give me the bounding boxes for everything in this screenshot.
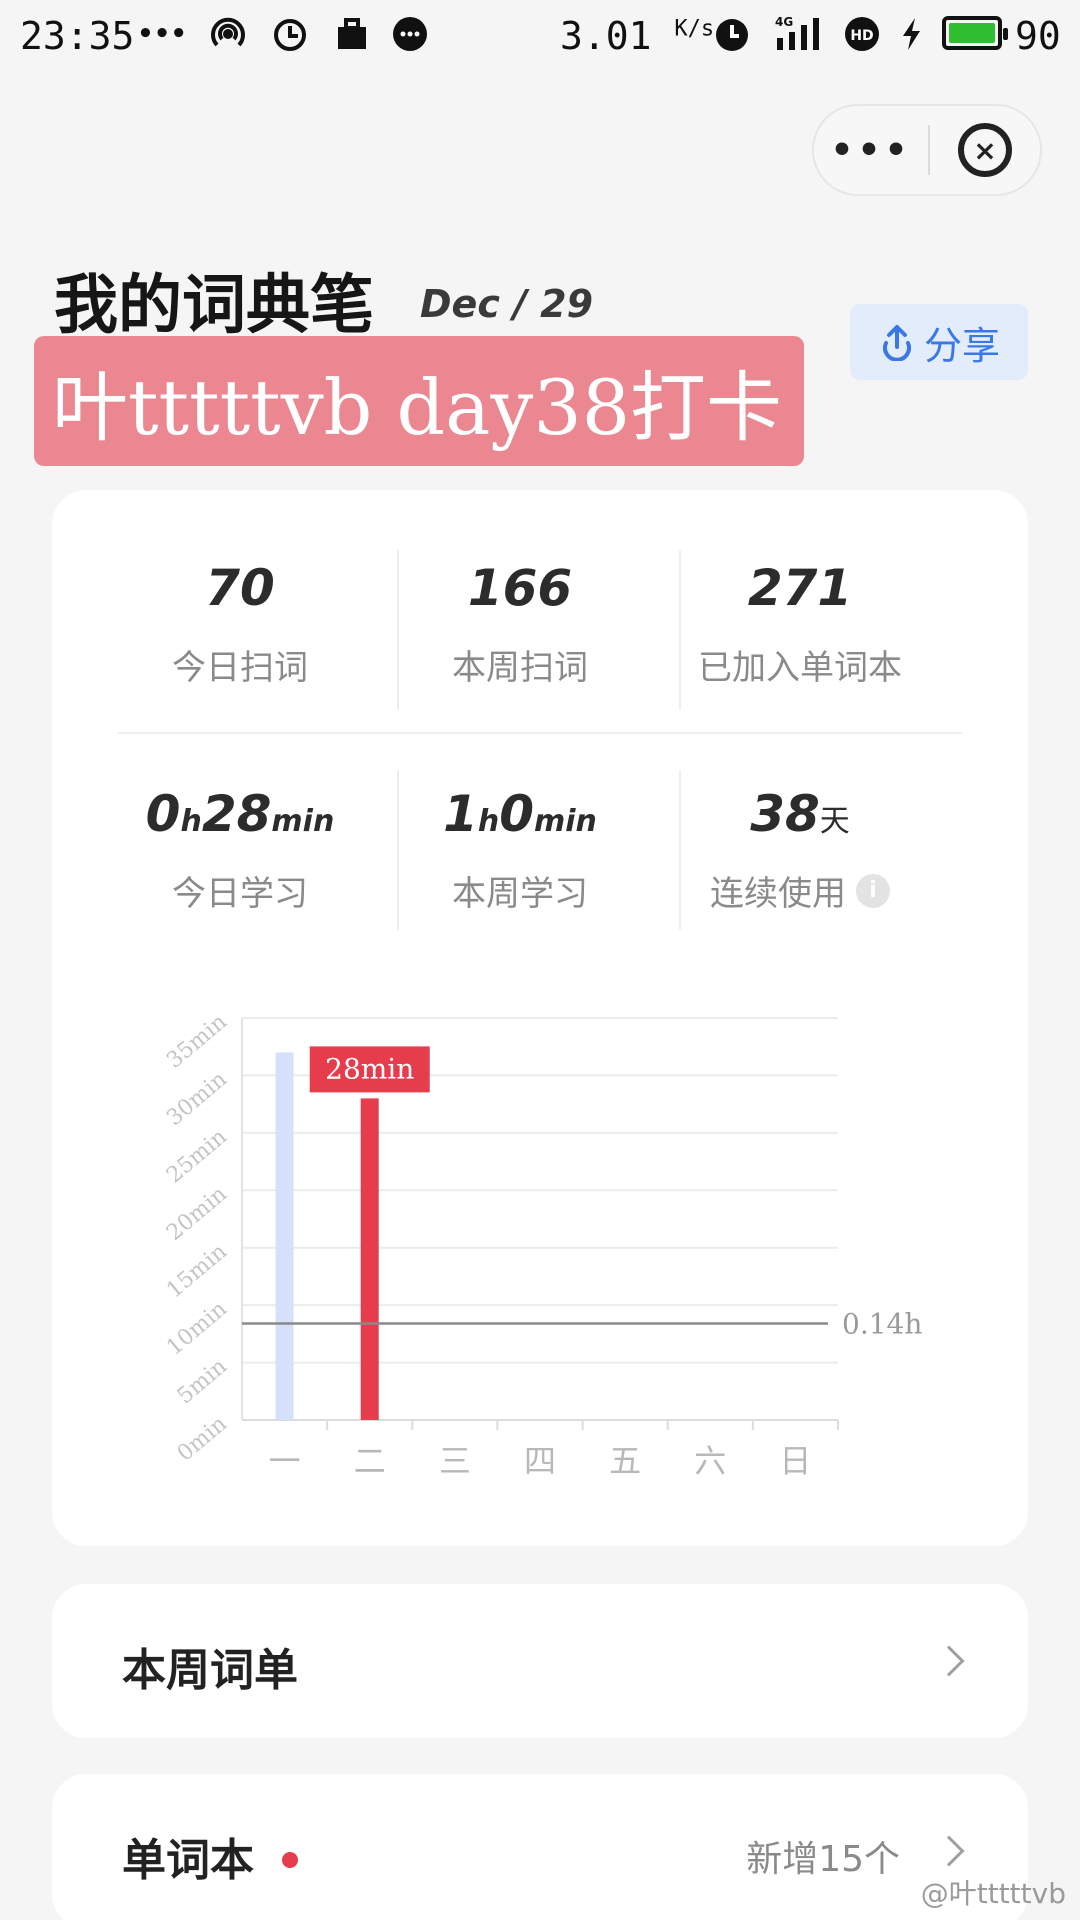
upload-icon [883,325,911,361]
stat-label: 本周学习 [452,874,588,914]
bar-value-label: 28min [325,1052,414,1085]
hd-icon: HD [840,12,884,56]
stat-streak: 38天 连续使用 i [660,784,940,915]
info-icon[interactable]: i [856,873,890,908]
stat-value: 0h28min [100,784,380,844]
stat-today-study: 0h28min 今日学习 [100,784,380,915]
y-tick-label: 5min [173,1354,232,1409]
alarm-icon [710,12,754,56]
y-tick-label: 0min [173,1411,232,1466]
checkin-banner: 叶tttttvb day38打卡 [34,336,804,466]
bar-value-badge [309,1046,430,1093]
more-menu-button[interactable]: ••• [830,129,912,171]
stat-today-scans: 70 今日扫词 [100,558,380,689]
y-tick-label: 30min [162,1067,232,1131]
stat-value: 166 [467,559,573,617]
y-tick-label: 25min [162,1124,232,1188]
stat-divider [397,550,399,710]
minutes-value: 0 [499,785,535,843]
network-speed: 3.01 K/s [560,14,714,58]
chat-bubble-icon [388,12,432,56]
x-tick-label: 一 [269,1442,301,1480]
chevron-right-icon [933,1645,965,1677]
stat-week-study: 1h0min 本周学习 [380,784,660,915]
minutes-unit: min [534,804,597,839]
stats-card: 70 今日扫词 166 本周扫词 271 已加入单词本 0h28min 今日学习… [52,490,1028,1546]
stat-week-scans: 166 本周扫词 [380,558,660,689]
share-label: 分享 [923,323,1000,368]
svg-text:HD: HD [850,28,873,44]
checkin-banner-text: 叶tttttvb day38打卡 [52,363,783,452]
x-tick-label: 四 [524,1442,556,1480]
weekly-list-row[interactable]: 本周词单 [52,1584,1028,1738]
streak-unit: 天 [819,804,850,839]
hours-value: 0 [145,785,181,843]
page-title: 我的词典笔 [54,268,374,343]
stat-label: 今日学习 [172,874,308,914]
hours-unit: h [180,804,202,839]
x-tick-label: 六 [694,1442,726,1480]
y-tick-label: 15min [162,1239,232,1303]
x-tick-label: 三 [439,1442,471,1480]
signal-icon: 4G [770,12,830,56]
stat-wordbook-total: 271 已加入单词本 [660,558,940,689]
chevron-right-icon [933,1835,965,1867]
hours-unit: h [477,804,500,839]
x-tick-label: 二 [354,1442,386,1480]
x-tick-label: 五 [609,1442,641,1480]
watermark: @叶tttttvb [920,1877,1066,1910]
stat-divider [679,550,681,710]
streak-value: 38 [750,785,820,843]
share-button[interactable]: 分享 [850,304,1028,380]
chart-bar [360,1098,379,1420]
stat-value: 1h0min [380,784,660,844]
briefcase-icon [330,12,374,56]
minutes-unit: min [271,804,335,839]
network-speed-unit: K/s [674,16,715,42]
stat-label: 本周扫词 [452,648,588,688]
wordbook-row[interactable]: 单词本 新增15个 [52,1774,1028,1920]
minutes-value: 28 [201,785,272,843]
stat-value: 38天 [660,784,940,844]
y-tick-label: 10min [162,1297,232,1361]
date-label: Dec / 29 [420,282,594,326]
close-icon: × [958,123,1012,177]
alarm-clock-icon [268,12,312,56]
battery-icon [942,16,1008,50]
y-tick-label: 35min [162,1009,232,1073]
x-tick-label: 日 [779,1442,811,1480]
stat-label: 今日扫词 [172,648,308,688]
battery-level: 90 [1015,14,1061,58]
stat-value: 70 [205,559,275,617]
network-type-label: 4G [775,15,793,29]
capsule-divider [928,125,930,175]
status-bar: 23:35 ••• 3.01 K/s 4G HD 90 [0,0,1080,72]
close-button[interactable]: × [930,106,1040,194]
new-badge-dot [282,1852,298,1868]
network-speed-value: 3.01 [560,14,652,58]
chart-bar [275,1052,294,1420]
streak-label: 连续使用 [710,874,846,914]
stat-label: 已加入单词本 [698,648,902,688]
wordbook-label: 单词本 [122,1835,254,1886]
stat-value: 271 [747,559,853,617]
weekly-list-label: 本周词单 [122,1645,298,1696]
average-line-label: 0.14h [842,1308,922,1341]
stats-row-divider [118,732,962,734]
stat-label: 连续使用 i [660,866,940,915]
status-time: 23:35 [20,14,135,58]
stat-divider [397,770,399,930]
miniprogram-capsule: ••• × [812,104,1042,196]
y-tick-label: 20min [162,1182,232,1246]
hotspot-icon [206,12,250,56]
more-dots-icon: ••• [137,19,187,49]
wordbook-new-count: 新增15个 [746,1839,900,1880]
stat-divider [679,770,681,930]
charging-icon [890,12,934,56]
hours-value: 1 [443,785,478,843]
